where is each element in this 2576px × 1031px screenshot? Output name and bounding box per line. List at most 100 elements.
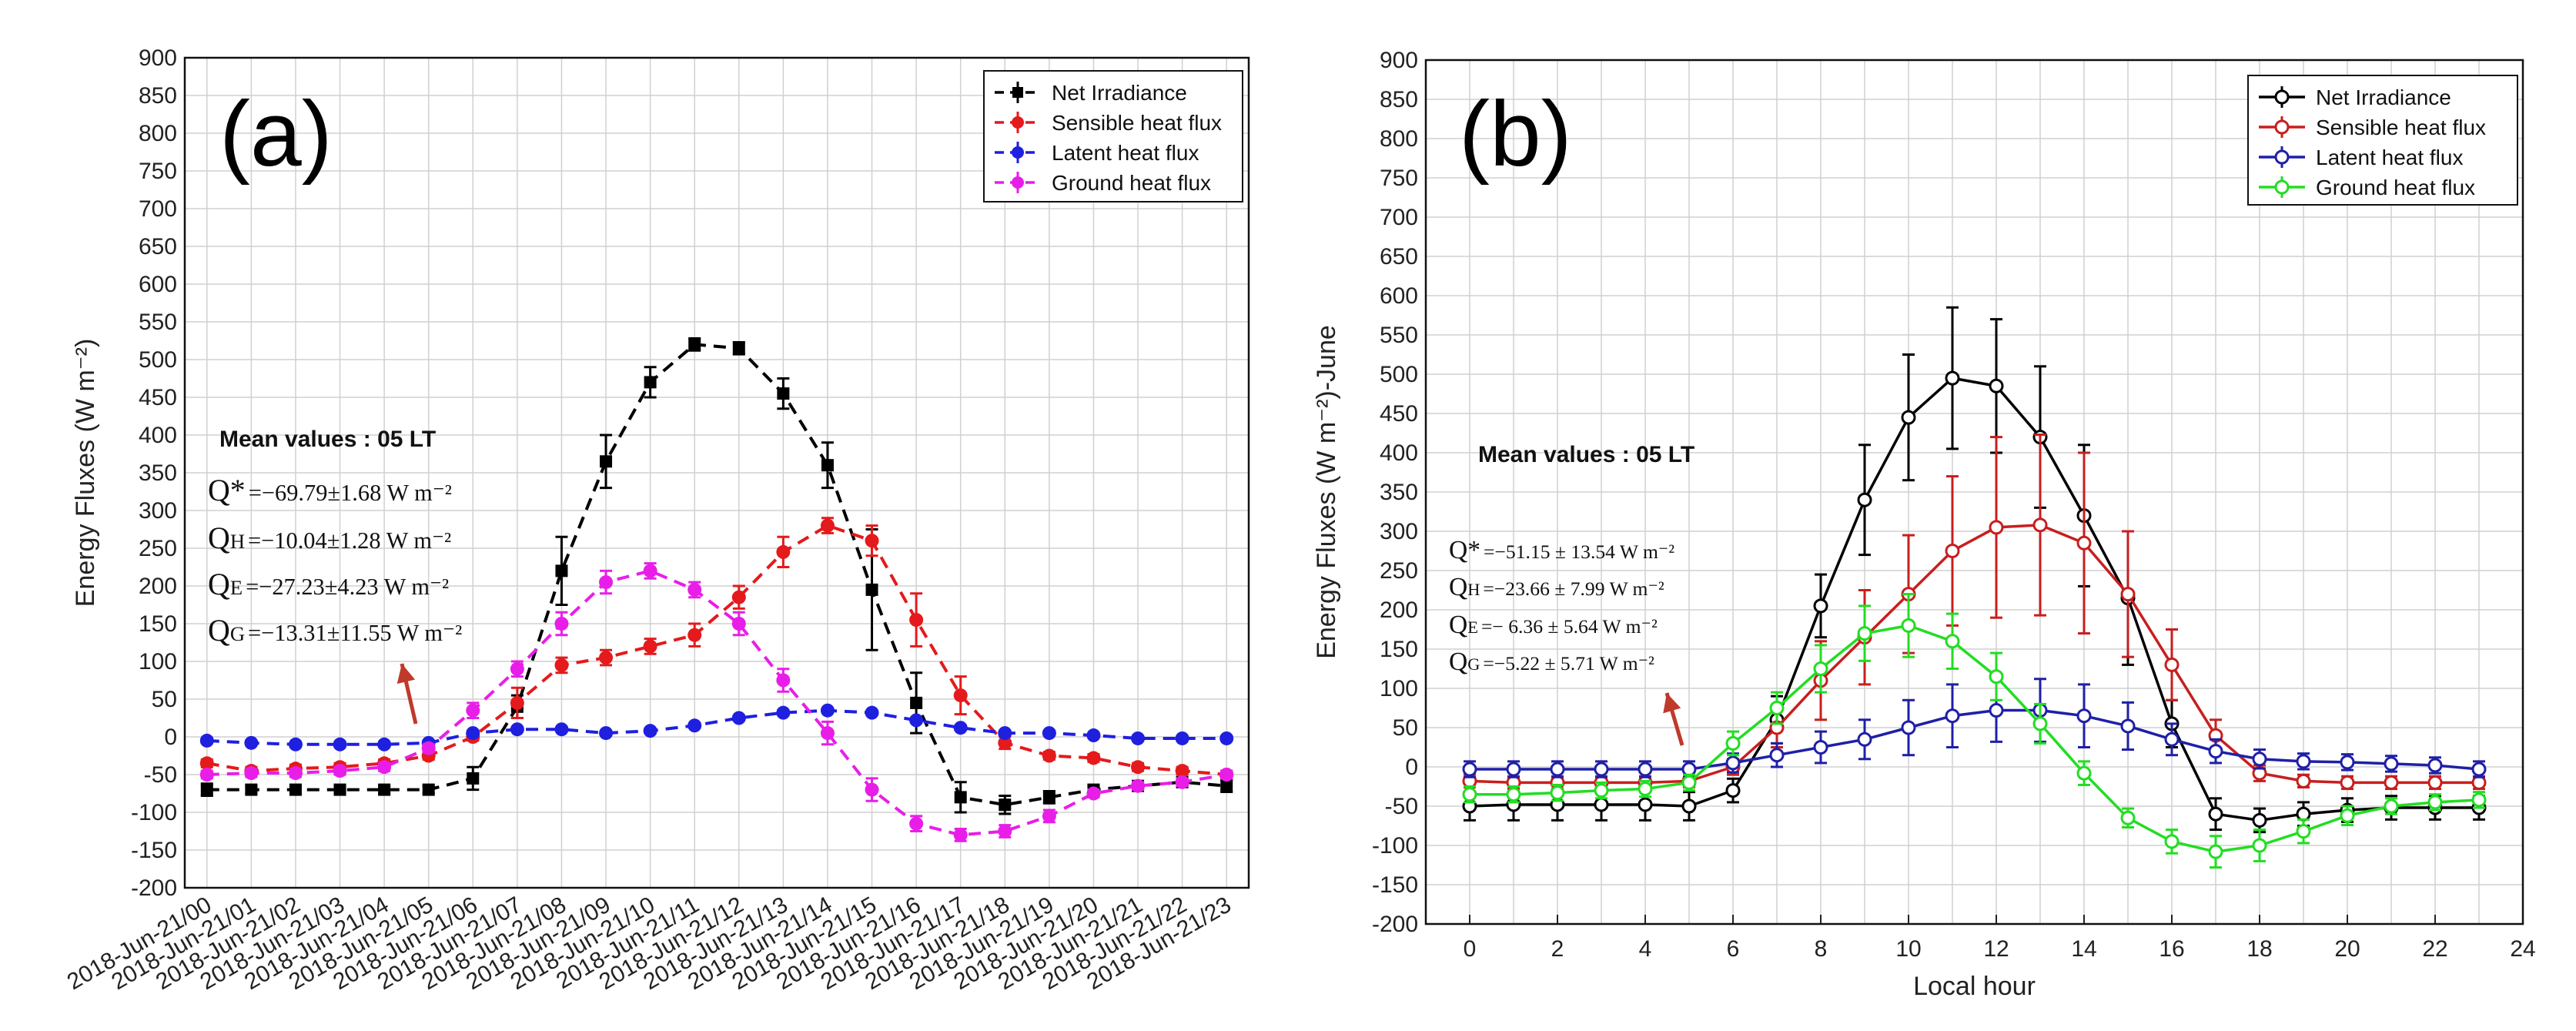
data-point [2164,731,2180,747]
y-axis-label: Energy Fluxes (W m⁻²)-June [1312,325,1341,659]
data-point [555,564,568,577]
data-point [1681,775,1697,790]
data-point [1086,786,1101,801]
data-point [1857,626,1872,641]
legend-marker [2274,89,2290,105]
data-point [1594,783,1609,798]
data-point [776,673,791,688]
chart-panel-b: -200-150-100-500501001502002503003504004… [1312,48,2536,1001]
data-point [466,726,480,741]
y-tick-label: -100 [131,800,177,825]
y-tick-label: -50 [144,762,177,788]
axes-frame [183,56,1250,889]
data-point [377,760,392,775]
y-tick-label: 600 [139,272,177,297]
x-tick-label: 16 [2159,936,2184,962]
mean-values-label: Mean values : 05 LT [1478,442,1694,467]
series-line [206,524,1227,776]
flux-value: =−10.04±1.28 W m⁻² [248,527,451,554]
data-point [1857,731,1872,747]
flux-stat-line: QE =−27.23±4.23 W m⁻² [208,567,449,601]
y-tick-label: 400 [139,423,177,448]
data-point [1131,731,1146,745]
y-tick-label: 250 [139,536,177,561]
data-point [1725,755,1741,771]
data-point [953,828,968,842]
data-point [1550,785,1565,801]
data-point [1506,762,1521,777]
x-tick-label: 6 [1727,936,1740,962]
y-tick-label: 0 [164,725,177,750]
y-tick-label: 200 [1380,598,1418,623]
y-tick-label: -50 [1385,794,1418,819]
data-point [643,639,657,654]
axes-frame [1424,59,2524,926]
flux-symbol: Q [1449,648,1467,676]
data-point [1131,778,1146,793]
data-point [466,703,480,718]
data-point [1638,782,1653,797]
data-point [1945,370,1960,386]
flux-value: =−51.15 ± 13.54 W m⁻² [1484,541,1674,563]
data-point [998,726,1012,741]
data-point [2384,775,2399,790]
data-point [1945,634,1960,649]
data-point [288,766,303,781]
data-point [467,772,480,785]
flux-value: =−13.31±11.55 W m⁻² [248,620,462,646]
y-tick-label: 650 [139,234,177,259]
data-point [2427,795,2443,810]
data-point [1813,740,1828,755]
data-point [1857,492,1872,507]
y-tick-label: 250 [1380,558,1418,584]
data-point [599,651,614,665]
panel-label: (a) [219,82,333,186]
data-point [1175,775,1189,789]
x-tick-label: 4 [1639,936,1652,962]
data-point [199,768,214,782]
data-point [909,613,924,628]
data-point [2164,834,2180,849]
series-line [1470,624,2480,853]
y-tick-label: 550 [139,310,177,335]
y-tick-label: 500 [139,347,177,373]
data-point [1220,779,1233,792]
y-tick-label: 350 [1380,480,1418,505]
data-point [865,583,878,596]
data-point [2032,716,2048,731]
data-point [953,721,968,735]
mean-values-label: Mean values : 05 LT [219,427,436,452]
data-point [510,722,524,737]
y-tick-label: 850 [139,83,177,109]
data-point [1462,762,1477,777]
data-point [953,688,968,703]
data-point [1506,787,1521,802]
data-point [865,782,879,797]
data-point [2471,762,2487,777]
series-ground-heat-flux [199,562,1234,842]
annotation-arrow-head [1663,693,1681,714]
data-point [2164,657,2180,672]
data-point [1945,708,1960,724]
flux-symbol: Q [208,567,230,601]
data-point [1813,598,1828,614]
data-point [999,798,1012,812]
data-point [1901,720,1916,735]
data-point [2208,744,2223,759]
y-tick-label: 900 [1380,48,1418,73]
flux-symbol: Q* [208,473,246,507]
y-tick-label: 800 [139,121,177,146]
y-tick-label: 150 [1380,637,1418,662]
x-tick-label: 14 [2071,936,2096,962]
y-tick-label: 350 [139,460,177,486]
data-point [1989,669,2004,685]
data-point [2076,708,2092,724]
data-point [2384,756,2399,772]
data-point [2384,798,2399,814]
data-point [1769,748,1785,763]
data-point [732,342,745,355]
data-point [687,582,702,597]
legend: Net Irradiance Sensible heat flux Latent h… [2247,75,2518,206]
data-point [199,733,214,748]
